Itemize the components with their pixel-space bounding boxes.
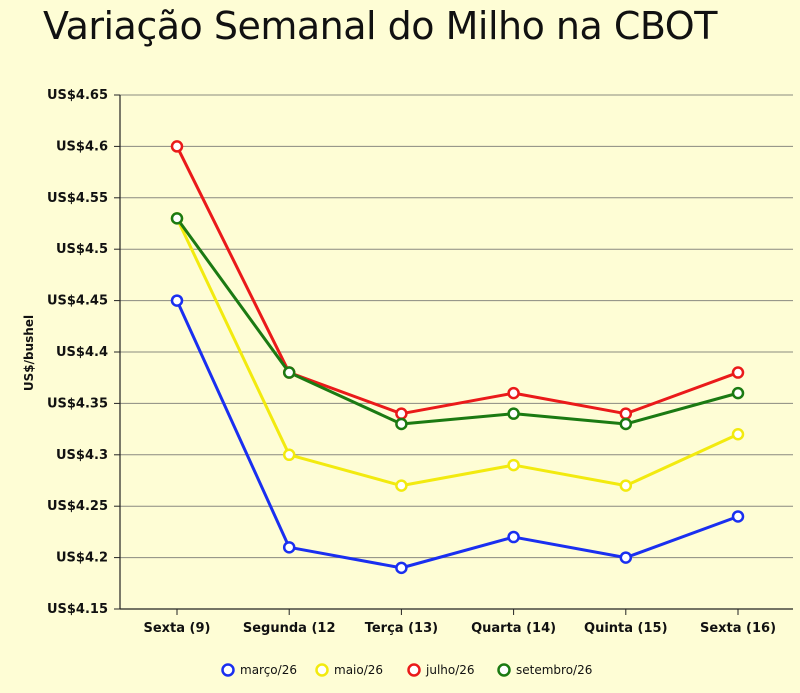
data-point (395, 561, 408, 575)
y-tick-label: US$4.5 (56, 242, 108, 257)
y-tick-label: US$4.6 (56, 139, 108, 154)
y-tick-label: US$4.25 (47, 499, 108, 514)
x-tick-label: Terça (13) (365, 621, 438, 636)
x-tick-label: Sexta (9) (143, 621, 210, 636)
data-point (507, 386, 520, 400)
y-tick-label: US$4.65 (47, 88, 108, 103)
legend-label: março/26 (240, 663, 297, 677)
y-axis: US$4.15 US$4.2 US$4.25 US$4.3 US$4.35 US$4.4 U… (47, 88, 121, 617)
data-point (507, 530, 520, 544)
series-line (175, 217, 739, 488)
data-point (282, 541, 296, 554)
x-axis: Sexta (9) Segunda (12 Terça (13) Quarta (14… (120, 608, 793, 636)
legend-label: setembro/26 (516, 663, 592, 677)
y-tick-label: US$4.45 (47, 294, 108, 309)
legend: março/26 maio/26 julho/26 setembro/26 (221, 663, 592, 677)
y-tick-label: US$4.4 (56, 345, 108, 360)
y-axis-label: US$/bushel (22, 315, 36, 391)
data-point (731, 386, 745, 400)
x-tick-label: Sexta (16) (700, 621, 776, 636)
series-line (175, 145, 739, 416)
data-point (395, 417, 408, 431)
y-tick-label: US$4.35 (47, 396, 108, 411)
data-point (619, 407, 633, 420)
x-tick-label: Segunda (12 (243, 621, 336, 636)
data-point (395, 479, 408, 492)
data-point (619, 479, 633, 492)
data-point (395, 407, 408, 420)
series-lines (175, 145, 739, 570)
data-point (619, 551, 633, 564)
y-tick-label: US$4.2 (56, 551, 108, 566)
data-point (507, 407, 520, 420)
data-point (507, 458, 520, 472)
data-point (619, 417, 633, 431)
y-tick-label: US$4.55 (47, 191, 108, 206)
legend-marker (497, 663, 511, 677)
data-point (282, 366, 296, 379)
x-tick-label: Quarta (14) (471, 621, 556, 636)
series-line (175, 217, 739, 426)
legend-label: julho/26 (425, 663, 475, 677)
grid-lines (120, 94, 793, 610)
x-tick-label: Quinta (15) (584, 621, 668, 636)
data-point (731, 366, 745, 379)
legend-marker (315, 663, 329, 677)
legend-label: maio/26 (334, 663, 383, 677)
data-point (731, 510, 745, 523)
y-tick-label: US$4.15 (47, 602, 108, 617)
data-point (731, 427, 745, 441)
data-point (170, 294, 184, 307)
legend-marker (407, 663, 421, 677)
data-point (170, 140, 184, 153)
data-point (282, 448, 296, 462)
legend-marker (221, 663, 235, 677)
series-line (175, 299, 739, 570)
series-points (170, 140, 745, 575)
chart-title: Variação Semanal do Milho na CBOT (43, 4, 717, 48)
y-tick-label: US$4.3 (56, 448, 108, 463)
data-point (170, 212, 184, 225)
